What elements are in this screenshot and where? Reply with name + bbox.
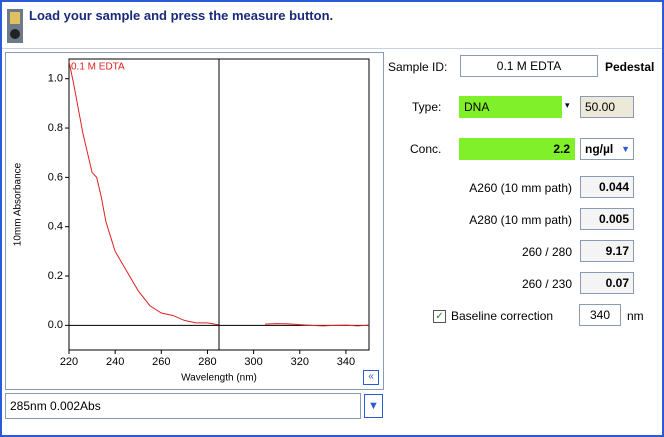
x-tick-label: 340: [337, 356, 355, 368]
label: Sample ID:: [388, 60, 448, 74]
baseline-input[interactable]: 340: [579, 304, 621, 326]
y-tick-label: 0.6: [48, 171, 63, 183]
type-select[interactable]: DNA: [459, 96, 562, 118]
label: Baseline correction: [451, 309, 554, 323]
y-tick-label: 1.0: [48, 73, 63, 85]
x-tick-label: 300: [244, 356, 262, 368]
header-icon: [7, 9, 23, 43]
unit-select[interactable]: ng/µl ▼: [580, 138, 634, 160]
series-label: 0.1 M EDTA: [71, 62, 125, 73]
sample-id-input[interactable]: 0.1 M EDTA: [460, 55, 598, 77]
x-tick-label: 240: [106, 356, 124, 368]
row-value: 0.005: [580, 208, 634, 230]
row-value: 9.17: [580, 240, 634, 262]
x-tick-label: 320: [291, 356, 309, 368]
row-value: 0.044: [580, 176, 634, 198]
x-tick-label: 260: [152, 356, 170, 368]
dropdown-arrow[interactable]: ▾: [565, 100, 570, 110]
expand-button[interactable]: ▼: [364, 394, 383, 418]
collapse-button[interactable]: «: [363, 370, 379, 385]
chart: 0.0 0.2 0.4 0.6 0.8 1.0 220 240 260 280 300 320 340 W…: [13, 58, 370, 384]
x-tick-label: 220: [60, 356, 78, 368]
spectrum-line: [68, 61, 370, 327]
label: Type:: [412, 100, 442, 114]
header-bar: Load your sample and press the measure b…: [2, 2, 662, 49]
factor-field: 50.00: [580, 96, 634, 118]
x-axis-label: Wavelength (nm): [181, 373, 257, 384]
label: Pedestal: [605, 60, 655, 74]
unit-text: ng/µl: [585, 142, 614, 156]
y-tick-label: 0.2: [48, 270, 63, 282]
y-tick-label: 0.0: [48, 319, 63, 331]
row-label: 260 / 230: [521, 277, 572, 291]
y-tick-label: 0.4: [48, 221, 63, 233]
status-field: 285nm 0.002Abs: [5, 393, 361, 419]
chart-panel: 0.0 0.2 0.4 0.6 0.8 1.0 220 240 260 280 300 320 340 W…: [5, 52, 384, 390]
row-label: A280 (10 mm path): [469, 213, 572, 227]
label: Conc.: [410, 142, 442, 156]
label: nm: [627, 309, 644, 323]
row-label: A260 (10 mm path): [469, 181, 572, 195]
row-label: 260 / 280: [521, 245, 572, 259]
y-axis-label: 10mm Absorbance: [13, 162, 24, 246]
conc-field: 2.2: [459, 138, 575, 160]
y-tick-label: 0.8: [48, 122, 63, 134]
baseline-checkbox[interactable]: ✓: [433, 310, 446, 323]
row-value: 0.07: [580, 272, 634, 294]
x-tick-label: 280: [198, 356, 216, 368]
header-title: Load your sample and press the measure b…: [29, 8, 334, 23]
